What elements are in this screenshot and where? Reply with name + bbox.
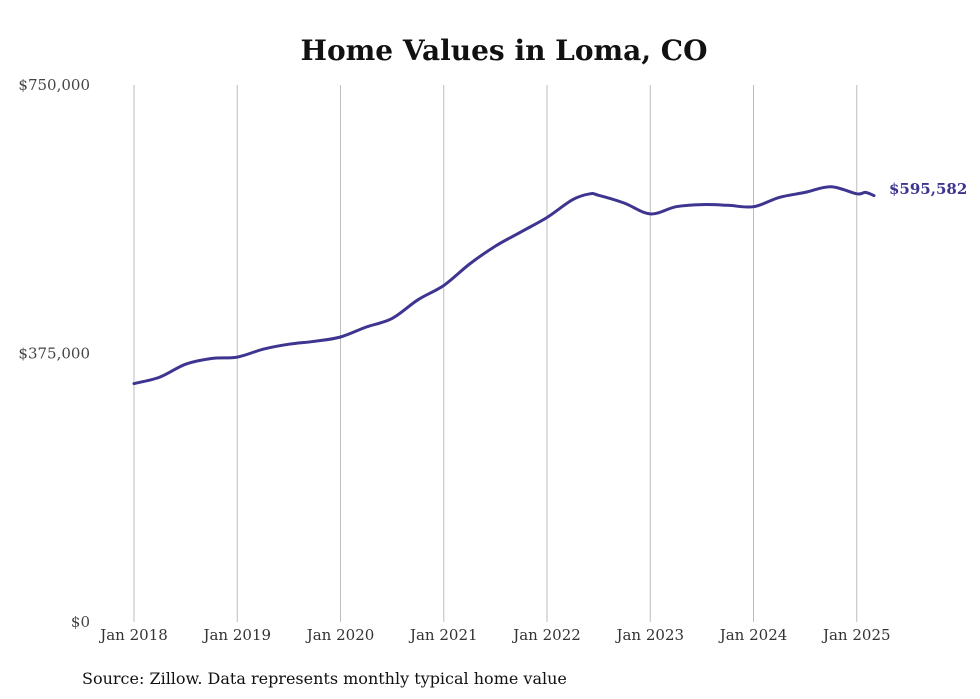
- x-tick-label: Jan 2018: [98, 626, 168, 644]
- x-tick-label: Jan 2020: [305, 626, 375, 644]
- x-tick-label: Jan 2023: [614, 626, 684, 644]
- series-lines: [132, 185, 876, 386]
- y-tick-label: $375,000: [18, 345, 90, 363]
- source-note: Source: Zillow. Data represents monthly …: [82, 669, 567, 688]
- y-tick-label: $750,000: [18, 76, 90, 94]
- y-tick-label: $0: [71, 613, 90, 631]
- x-tick-label: Jan 2021: [408, 626, 478, 644]
- x-axis-ticks: Jan 2018 Jan 2019 Jan 2020 Jan 2021 Jan 2022…: [98, 626, 890, 644]
- x-tick-label: Jan 2024: [718, 626, 788, 644]
- x-tick-label: Jan 2022: [511, 626, 581, 644]
- series-line-0: [132, 185, 876, 386]
- end-value-label: $595,582: [889, 180, 967, 198]
- x-tick-label: Jan 2019: [201, 626, 271, 644]
- chart-title: Home Values in Loma, CO: [301, 34, 708, 67]
- y-axis-ticks: $0 $375,000 $750,000: [18, 76, 90, 631]
- x-tick-label: Jan 2025: [821, 626, 891, 644]
- vertical-gridlines: [133, 85, 858, 622]
